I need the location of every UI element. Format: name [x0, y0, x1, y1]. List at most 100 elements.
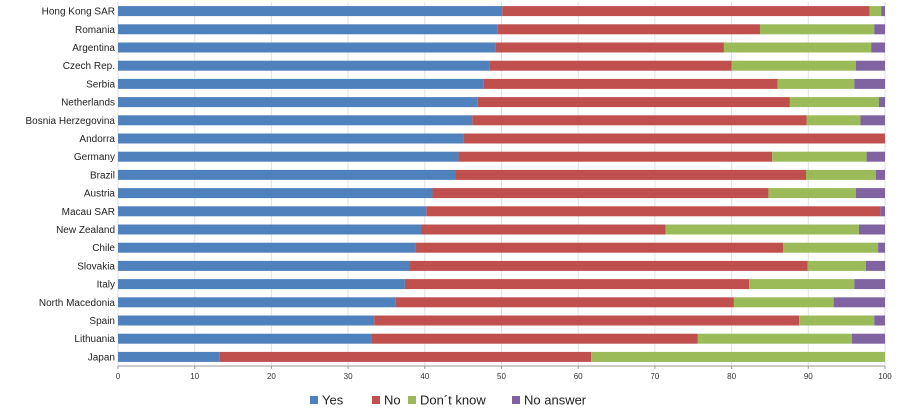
bar-yes-andorra [118, 133, 464, 144]
bar-no-slovakia [409, 260, 808, 271]
legend-item-yes: Yes [310, 393, 344, 408]
bar-don-t-know-japan [591, 351, 885, 362]
bar-don-t-know-slovakia [807, 260, 866, 271]
legend-item-no-answer: No answer [512, 393, 587, 408]
category-label-bosnia-herzegovina: Bosnia Herzegovina [26, 116, 116, 127]
legend-label-yes: Yes [322, 393, 344, 408]
category-label-slovakia: Slovakia [77, 261, 115, 272]
bar-no-answer-north-macedonia [833, 297, 885, 308]
bar-no-spain [374, 315, 800, 326]
category-label-macau-sar: Macau SAR [62, 207, 115, 218]
bar-no-hong-kong-sar [502, 6, 870, 17]
bar-no-brazil [455, 169, 806, 180]
bar-don-t-know-new-zealand [665, 224, 859, 235]
category-label-netherlands: Netherlands [61, 98, 115, 109]
x-tick-label-30: 30 [344, 372, 353, 381]
bar-no-north-macedonia [395, 297, 734, 308]
legend-swatch-don-t-know [408, 396, 416, 404]
bar-don-t-know-austria [768, 188, 856, 199]
bar-no-answer-spain [874, 315, 885, 326]
x-tick-label-100: 100 [878, 372, 892, 381]
bar-don-t-know-spain [799, 315, 875, 326]
bar-don-t-know-chile [782, 242, 879, 253]
category-label-germany: Germany [74, 152, 115, 163]
bar-don-t-know-serbia [777, 78, 855, 89]
bar-no-answer-romania [874, 24, 885, 35]
bar-no-japan [219, 351, 592, 362]
bar-yes-hong-kong-sar [118, 6, 503, 17]
category-label-czech-rep: Czech Rep. [63, 61, 115, 72]
bar-yes-czech-rep [118, 60, 490, 71]
bar-don-t-know-romania [759, 24, 875, 35]
bar-yes-macau-sar [118, 206, 427, 217]
bar-no-macau-sar [426, 206, 881, 217]
bar-yes-austria [118, 188, 433, 199]
bar-no-argentina [495, 42, 724, 53]
bars [118, 6, 885, 362]
bar-no-chile [415, 242, 783, 253]
bar-don-t-know-argentina [723, 42, 872, 53]
category-label-north-macedonia: North Macedonia [39, 298, 116, 309]
x-tick-labels: 0 10 20 30 40 50 60 70 80 90 100 [116, 366, 892, 381]
bar-no-answer-slovakia [865, 260, 885, 271]
bar-no-answer-new-zealand [858, 224, 885, 235]
bar-no-answer-bosnia-herzegovina [860, 115, 885, 126]
legend-label-don-t-know: Don´t know [420, 393, 486, 408]
category-label-lithuania: Lithuania [74, 334, 115, 345]
bar-yes-japan [118, 351, 220, 362]
bar-yes-germany [118, 151, 459, 162]
bar-no-austria [432, 188, 769, 199]
bar-no-germany [458, 151, 773, 162]
bar-yes-slovakia [118, 260, 410, 271]
bar-yes-spain [118, 315, 375, 326]
bar-no-czech-rep [489, 60, 732, 71]
bar-no-netherlands [477, 97, 790, 108]
x-tick-label-70: 70 [650, 372, 659, 381]
bar-no-serbia [483, 78, 778, 89]
legend-swatch-no [372, 396, 380, 404]
category-label-serbia: Serbia [86, 79, 115, 90]
legend-swatch-yes [310, 396, 318, 404]
legend-swatch-no-answer [512, 396, 520, 404]
bar-no-answer-hong-kong-sar [881, 6, 885, 17]
category-label-new-zealand: New Zealand [56, 225, 115, 236]
bar-don-t-know-netherlands [789, 97, 879, 108]
bar-no-answer-austria [855, 188, 885, 199]
bar-no-answer-brazil [875, 169, 885, 180]
legend: Yes No Don´t know No answer [310, 393, 587, 408]
category-label-brazil: Brazil [90, 170, 115, 181]
category-labels: Hong Kong SAR Romania Argentina Czech Rep. S… [26, 7, 116, 364]
legend-label-no-answer: No answer [524, 393, 587, 408]
category-label-andorra: Andorra [79, 134, 115, 145]
bar-don-t-know-hong-kong-sar [869, 6, 882, 17]
x-tick-label-40: 40 [420, 372, 429, 381]
category-label-chile: Chile [92, 243, 115, 254]
bar-no-answer-lithuania [852, 333, 885, 344]
bar-no-answer-germany [866, 151, 885, 162]
bar-don-t-know-germany [772, 151, 867, 162]
bar-don-t-know-czech-rep [731, 60, 856, 71]
x-tick-label-20: 20 [267, 372, 276, 381]
bar-no-answer-argentina [871, 42, 885, 53]
category-label-romania: Romania [75, 25, 115, 36]
x-tick-label-90: 90 [804, 372, 813, 381]
bar-no-lithuania [371, 333, 698, 344]
bar-don-t-know-lithuania [697, 333, 853, 344]
bar-yes-romania [118, 24, 498, 35]
bar-no-answer-italy [854, 279, 885, 290]
x-tick-label-50: 50 [497, 372, 506, 381]
x-tick-label-10: 10 [190, 372, 199, 381]
bar-yes-argentina [118, 42, 496, 53]
bar-no-answer-czech-rep [855, 60, 885, 71]
bar-yes-italy [118, 279, 405, 290]
legend-item-no: No [372, 393, 401, 408]
category-label-italy: Italy [97, 280, 115, 291]
bar-yes-serbia [118, 78, 484, 89]
bar-yes-netherlands [118, 97, 478, 108]
bar-don-t-know-bosnia-herzegovina [806, 115, 861, 126]
category-label-austria: Austria [84, 189, 116, 200]
bar-no-answer-macau-sar [880, 206, 885, 217]
category-label-japan: Japan [88, 352, 115, 363]
bar-no-bosnia-herzegovina [472, 115, 807, 126]
